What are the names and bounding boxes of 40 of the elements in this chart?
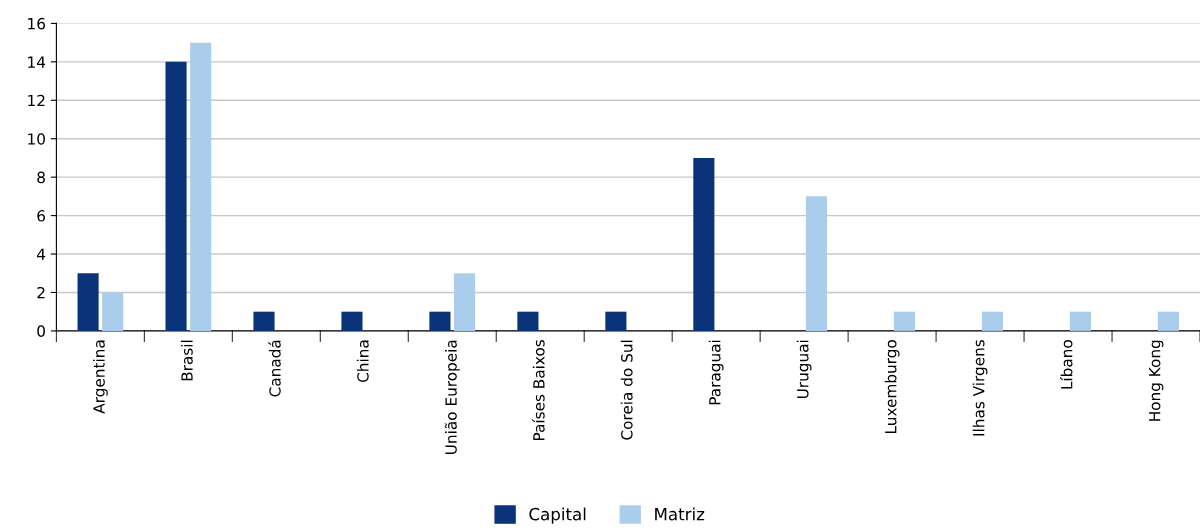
legend-label: Matriz <box>655 507 705 521</box>
bar <box>429 311 451 331</box>
x-tick-label: Paraguai <box>708 340 724 405</box>
x-tick-label: China <box>356 340 369 383</box>
y-tick-label: 0 <box>37 325 45 337</box>
bar <box>102 292 124 331</box>
x-tick-label: Países Baixos <box>532 339 545 440</box>
bar <box>693 157 715 331</box>
x-tick-label: Argentina <box>92 340 108 414</box>
bar <box>981 311 1003 331</box>
bar <box>165 61 187 331</box>
x-tick-label: Luxemburgo <box>884 340 900 433</box>
y-tick-label: 12 <box>28 94 45 107</box>
bar <box>805 196 828 331</box>
y-tick-label: 10 <box>28 133 45 145</box>
y-tick-label: 14 <box>28 56 46 68</box>
x-tick-label: Ilhas Virgens <box>972 339 988 436</box>
x-tick-label: Uruguai <box>796 340 812 399</box>
x-tick-label: Brasil <box>180 340 193 381</box>
bar <box>454 273 476 331</box>
bar <box>253 311 275 331</box>
bar <box>1157 311 1179 331</box>
bar <box>1069 311 1091 331</box>
bar <box>893 311 915 331</box>
x-tick-label: Coreia do Sul <box>620 340 633 440</box>
bar <box>190 42 212 331</box>
y-tick-label: 2 <box>37 286 45 299</box>
bar <box>341 311 363 331</box>
y-tick-label: 16 <box>28 17 46 30</box>
bar <box>77 273 99 331</box>
bar <box>605 311 627 331</box>
x-tick-label: Canadá <box>268 340 281 397</box>
y-tick-label: 8 <box>37 171 45 184</box>
legend-label: Capital <box>529 507 586 524</box>
y-tick-label: 4 <box>37 248 46 260</box>
y-tick-label: 6 <box>37 210 46 222</box>
bar <box>517 311 539 331</box>
x-tick-label: Líbano <box>1060 340 1073 389</box>
x-tick-label: Hong Kong <box>1149 340 1164 421</box>
x-tick-label: União Europeia <box>444 340 460 454</box>
